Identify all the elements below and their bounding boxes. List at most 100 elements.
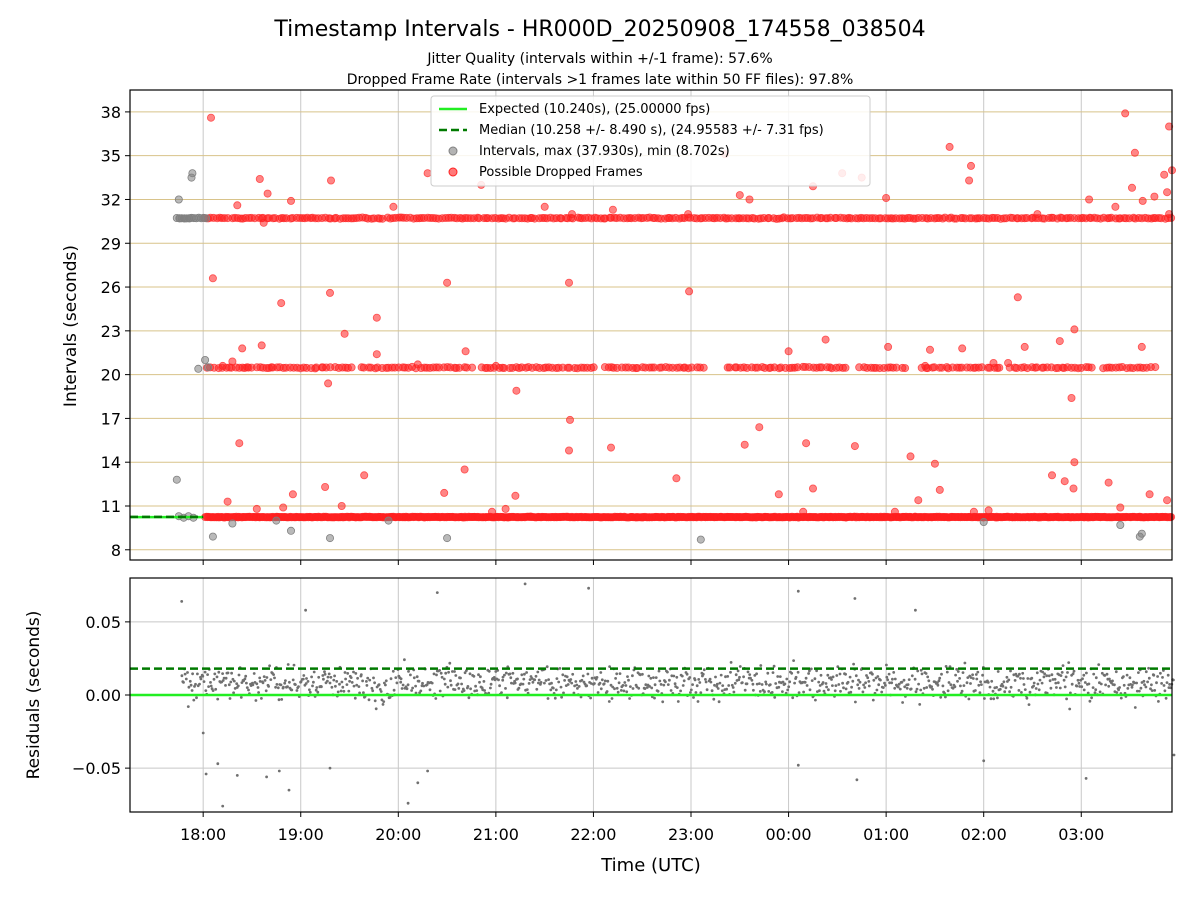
residual-point <box>440 675 444 679</box>
dropped-frame-point <box>252 504 261 513</box>
residual-point <box>563 679 566 682</box>
residual-point <box>365 680 368 683</box>
residual-point <box>659 683 663 686</box>
residual-point <box>1094 676 1098 680</box>
dropped-frame-point <box>607 443 616 452</box>
residual-point <box>714 675 717 679</box>
residual-point <box>794 675 798 679</box>
residual-point <box>1137 671 1140 674</box>
legend-box <box>430 95 871 187</box>
residual-point <box>637 686 641 690</box>
residual-point <box>478 680 481 684</box>
residual-point <box>752 688 755 692</box>
residual-point <box>888 681 891 685</box>
residual-point <box>743 688 747 692</box>
residual-point <box>645 686 649 689</box>
residual-point <box>222 676 226 680</box>
dropped-frame-point <box>841 363 850 372</box>
residual-point <box>355 683 359 687</box>
residual-point <box>1034 687 1038 690</box>
residual-point <box>872 678 876 682</box>
residual-point <box>737 678 741 682</box>
residual-point <box>332 678 336 682</box>
residual-point <box>256 686 260 689</box>
residual-point <box>581 674 585 678</box>
residual-point <box>1013 679 1017 682</box>
interval-point <box>1116 521 1125 530</box>
residual-point <box>299 680 303 683</box>
dropped-frame-point <box>802 439 811 448</box>
residual-point <box>1172 753 1176 757</box>
residual-point <box>854 700 857 704</box>
residual-point <box>616 690 620 694</box>
residual-point <box>825 685 828 689</box>
residual-point <box>797 691 801 694</box>
dropped-frame-point <box>206 113 215 122</box>
residual-point <box>959 684 962 688</box>
residual-point <box>947 681 951 684</box>
residual-point <box>501 678 505 682</box>
interval-point <box>188 169 197 178</box>
residual-point <box>184 677 188 681</box>
residual-point <box>717 700 721 704</box>
residual-point <box>356 676 359 680</box>
residual-point <box>689 688 693 692</box>
dropped-frame-point <box>423 169 432 178</box>
residual-point <box>849 690 853 694</box>
residual-point <box>504 671 508 675</box>
residual-point <box>1060 671 1064 674</box>
residual-point <box>236 684 240 688</box>
residual-point <box>341 685 345 689</box>
residual-point <box>1008 690 1011 694</box>
residual-point <box>571 672 575 676</box>
residual-point <box>260 697 263 700</box>
residual-point <box>863 686 867 689</box>
residual-point <box>280 698 284 701</box>
residual-point <box>1153 689 1157 692</box>
residual-point <box>956 670 960 673</box>
residual-point <box>793 681 796 685</box>
residual-point <box>517 686 521 690</box>
residual-point <box>914 608 917 612</box>
residual-point <box>914 690 918 694</box>
dropped-frame-point <box>511 491 520 500</box>
residual-point <box>286 685 289 689</box>
residual-point <box>1071 672 1075 676</box>
dropped-frame-point <box>540 202 549 211</box>
residual-point <box>664 680 667 684</box>
dropped-frame-point <box>440 488 449 497</box>
residual-point <box>454 674 458 677</box>
interval-point <box>696 535 705 544</box>
residual-point <box>426 769 429 773</box>
residual-point <box>580 678 584 682</box>
residual-point <box>610 697 614 700</box>
dropped-frame-point <box>821 335 830 344</box>
residual-point <box>215 675 219 679</box>
residual-point <box>1075 684 1079 688</box>
residual-point <box>1026 677 1030 680</box>
residual-point <box>1065 697 1068 701</box>
residual-point <box>221 804 225 808</box>
residual-point <box>277 698 281 702</box>
residual-point <box>294 683 297 686</box>
residual-point <box>879 678 882 682</box>
residual-point <box>668 678 671 682</box>
residual-point <box>459 676 462 680</box>
residual-point <box>1062 678 1066 682</box>
residual-point <box>1032 681 1036 685</box>
dropped-frame-point <box>238 344 247 353</box>
residual-point <box>448 661 452 665</box>
dropped-frame-point <box>984 506 993 515</box>
x-tick-label: 18:00 <box>180 825 226 844</box>
residual-point <box>1108 677 1111 681</box>
residual-point <box>641 672 644 676</box>
residual-point <box>189 683 193 687</box>
residual-point <box>1003 690 1007 694</box>
residual-point <box>901 701 904 704</box>
residual-point <box>939 695 943 699</box>
residual-point <box>268 664 271 668</box>
residual-point <box>916 669 920 673</box>
residual-point <box>771 671 775 674</box>
residual-point <box>969 676 973 679</box>
residual-point <box>1004 686 1008 690</box>
